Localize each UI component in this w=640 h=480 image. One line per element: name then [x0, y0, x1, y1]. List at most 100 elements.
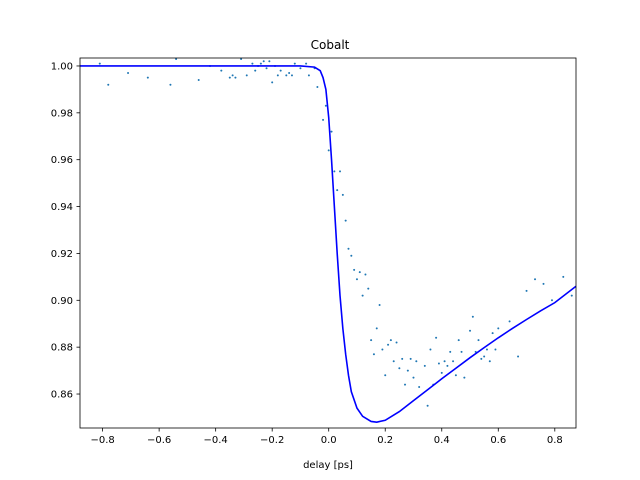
data-point — [426, 404, 429, 407]
data-point — [265, 67, 268, 70]
data-point — [508, 320, 511, 323]
data-point — [542, 282, 545, 285]
data-point — [271, 81, 274, 84]
x-tick-label: −0.2 — [260, 435, 284, 446]
data-point — [107, 83, 110, 86]
data-point — [389, 339, 392, 342]
data-point — [251, 62, 254, 65]
data-point — [370, 339, 373, 342]
data-point — [367, 287, 370, 290]
data-point — [423, 364, 426, 367]
data-point — [418, 385, 421, 388]
data-point — [146, 76, 149, 79]
y-tick-label: 0.90 — [51, 296, 73, 307]
data-point — [435, 336, 438, 339]
data-point — [372, 353, 375, 356]
x-tick-label: −0.6 — [147, 435, 171, 446]
data-point — [387, 343, 390, 346]
x-tick-label: 0.6 — [490, 435, 506, 446]
data-point — [307, 74, 310, 77]
x-tick-label: −0.8 — [90, 435, 114, 446]
data-point — [477, 339, 480, 342]
data-point — [220, 69, 223, 72]
data-point — [364, 273, 367, 276]
data-point — [350, 254, 353, 257]
data-point — [412, 376, 415, 379]
data-point — [570, 294, 573, 297]
data-point — [525, 289, 528, 292]
data-point — [358, 271, 361, 274]
data-point — [469, 329, 472, 332]
x-tick-label: −0.4 — [204, 435, 228, 446]
data-point — [392, 360, 395, 363]
y-tick-label: 0.86 — [51, 390, 73, 401]
chart-title: Cobalt — [311, 38, 350, 52]
data-point — [454, 374, 457, 377]
data-point — [494, 348, 497, 351]
data-point — [375, 327, 378, 330]
data-point — [285, 74, 288, 77]
y-tick-label: 0.92 — [51, 249, 73, 260]
data-point — [254, 69, 257, 72]
data-point — [197, 79, 200, 82]
data-point — [175, 58, 178, 60]
data-point — [231, 74, 234, 77]
data-point — [534, 278, 537, 281]
data-point — [228, 76, 231, 79]
x-axis-label: delay [ps] — [303, 460, 353, 471]
data-point — [259, 62, 262, 65]
x-tick-label: 0.2 — [377, 435, 393, 446]
data-point — [336, 189, 339, 192]
data-point — [262, 60, 265, 63]
data-point — [381, 348, 384, 351]
x-tick-label: 0.4 — [434, 435, 450, 446]
data-point — [268, 60, 271, 63]
data-point — [463, 376, 466, 379]
data-point — [324, 104, 327, 107]
data-point — [288, 72, 291, 74]
data-point — [562, 275, 565, 278]
data-point — [327, 149, 330, 152]
y-tick-label: 0.98 — [51, 108, 73, 119]
data-point — [341, 193, 344, 196]
data-point — [347, 247, 350, 250]
data-point — [440, 371, 443, 374]
fit-line — [80, 65, 576, 423]
data-point — [480, 357, 483, 360]
data-point — [457, 339, 460, 342]
data-point — [384, 374, 387, 377]
data-point — [333, 170, 336, 173]
data-point — [491, 332, 494, 335]
data-point — [322, 118, 325, 121]
data-point — [517, 355, 520, 358]
data-point — [437, 362, 440, 365]
y-tick-label: 0.88 — [51, 343, 73, 354]
data-point — [497, 327, 500, 330]
data-point — [276, 74, 279, 77]
y-axis: 0.86 0.88 0.90 0.92 0.94 0.96 0.98 1.00 — [51, 61, 80, 401]
x-tick-label: 0.0 — [321, 435, 337, 446]
data-point — [398, 367, 401, 370]
x-tick-label: 0.8 — [547, 435, 563, 446]
data-point — [279, 69, 282, 72]
data-point — [406, 369, 409, 372]
data-point — [452, 360, 455, 363]
data-point — [339, 170, 342, 173]
data-point — [299, 67, 302, 70]
data-point — [443, 360, 446, 363]
x-axis: −0.8 −0.6 −0.4 −0.2 0.0 0.2 0.4 0.6 0.8 — [90, 428, 563, 446]
y-tick-label: 0.96 — [51, 155, 73, 166]
data-point — [353, 268, 356, 271]
data-point — [409, 357, 412, 360]
data-point — [404, 383, 407, 386]
data-point — [401, 357, 404, 360]
data-point — [483, 355, 486, 358]
data-point — [344, 219, 347, 222]
y-tick-label: 1.00 — [51, 61, 73, 72]
axes-frame — [79, 57, 577, 429]
data-point — [429, 348, 432, 351]
data-point — [550, 299, 553, 302]
data-point — [488, 360, 491, 363]
